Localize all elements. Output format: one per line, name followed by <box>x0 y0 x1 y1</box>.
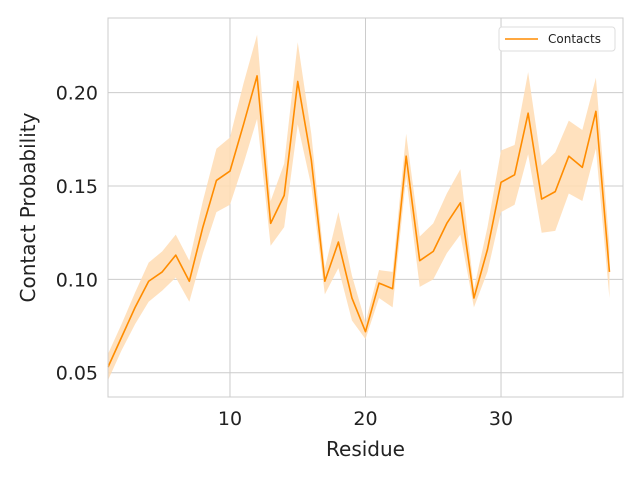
x-tick-labels: 10 20 30 <box>218 408 513 430</box>
y-tick-label: 0.05 <box>56 363 98 385</box>
plot-frame <box>107 17 624 398</box>
x-tick-label: 30 <box>489 408 513 430</box>
y-tick-label: 0.15 <box>56 176 98 198</box>
series-line-contacts <box>107 75 611 368</box>
confidence-band-layer <box>108 34 610 381</box>
y-tick-label: 0.10 <box>56 269 98 291</box>
y-tick-labels: 0.05 0.10 0.15 0.20 <box>56 83 98 385</box>
y-tick-label: 0.20 <box>56 83 98 105</box>
legend-box <box>498 26 616 52</box>
legend-label-contacts: Contacts <box>548 32 601 46</box>
legend: Contacts <box>498 26 616 52</box>
x-tick-label: 20 <box>353 408 377 430</box>
series-line-layer <box>107 75 611 368</box>
confidence-band <box>108 34 610 381</box>
y-axis-label: Contact Probability <box>16 112 40 302</box>
x-axis-label: Residue <box>326 437 405 461</box>
x-tick-label: 10 <box>218 408 242 430</box>
